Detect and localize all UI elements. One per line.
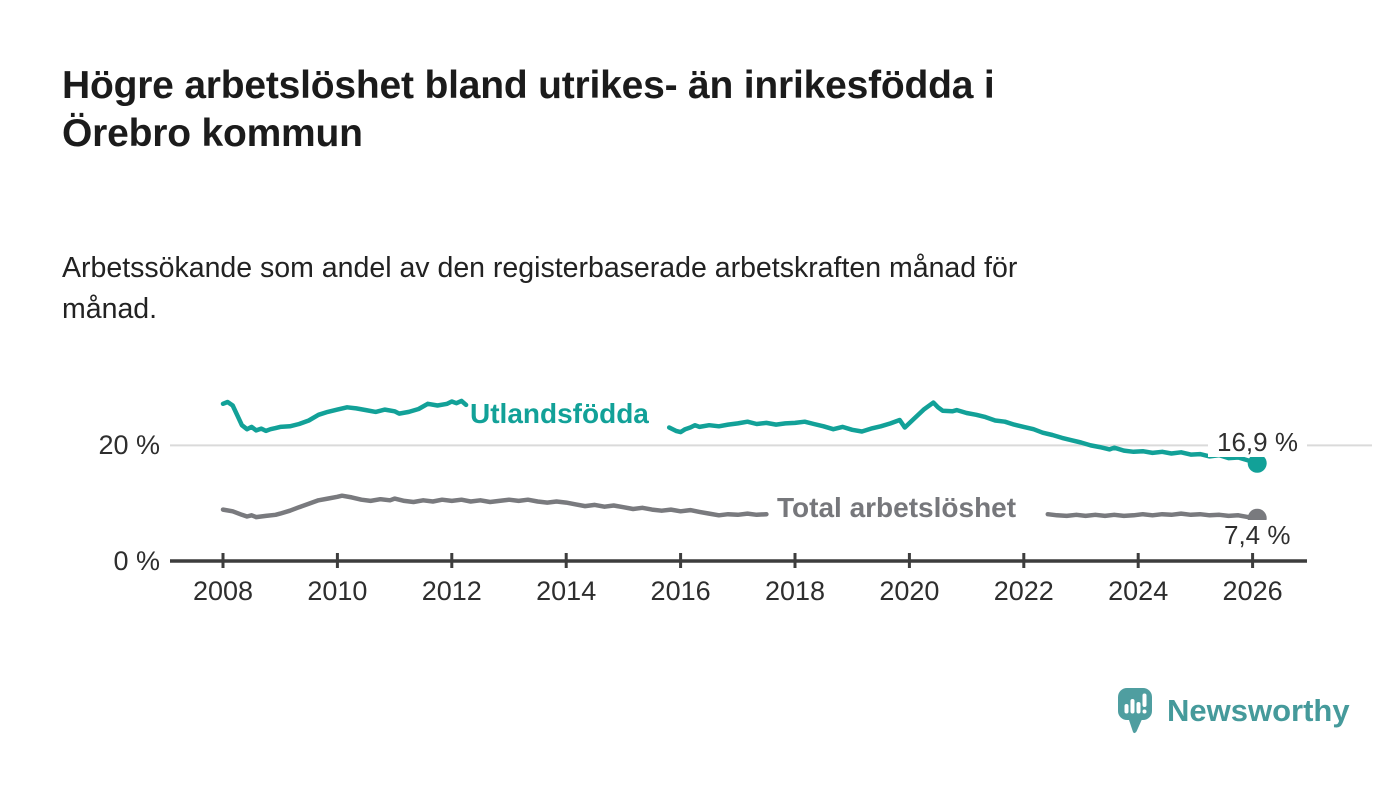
x-tick-label-2010: 2010: [307, 576, 368, 606]
series-line-0-seg-0: [220, 398, 469, 434]
series-label-total-arbetsloshet: Total arbetslöshet: [777, 492, 1017, 523]
series-line-0-seg-1: [666, 400, 1260, 466]
series-label-utlandsfodda: Utlandsfödda: [470, 398, 649, 429]
x-tick-label-2018: 2018: [764, 576, 826, 606]
x-tick-label-2024: 2024: [1108, 576, 1169, 606]
x-tick-label-2020: 2020: [879, 576, 940, 606]
x-axis-labels: 2008 2010 2012 2014 2016 2018 2020 2022 2024 2026: [0, 576, 1400, 610]
x-tick-label-2022: 2022: [993, 576, 1054, 606]
series-line-1-seg-0: [220, 493, 769, 520]
newsworthy-logo-text: Newsworthy: [1167, 693, 1350, 728]
page-title: Högre arbetslöshet bland utrikes- än inr…: [62, 64, 995, 155]
y-axis-label-0: 0 %: [113, 546, 160, 576]
x-tick-label-2016: 2016: [650, 576, 711, 606]
end-value-label-utlandsfodda: 16,9 %: [1208, 427, 1307, 457]
x-tick-label-2014: 2014: [536, 576, 597, 606]
chart-subtitle: Arbetssökande som andel av den registerb…: [62, 252, 1018, 325]
x-tick-label-2026: 2026: [1222, 576, 1283, 606]
series-line-1-seg-1: [1045, 511, 1260, 521]
end-value-label-total: 7,4 %: [1215, 520, 1300, 550]
y-axis-label-20: 20 %: [98, 430, 160, 460]
x-tick-label-2012: 2012: [421, 576, 482, 606]
series-end-dot-0: [1247, 453, 1267, 473]
newsworthy-logo-icon: [1118, 688, 1152, 734]
x-tick-label-2008: 2008: [192, 576, 254, 606]
